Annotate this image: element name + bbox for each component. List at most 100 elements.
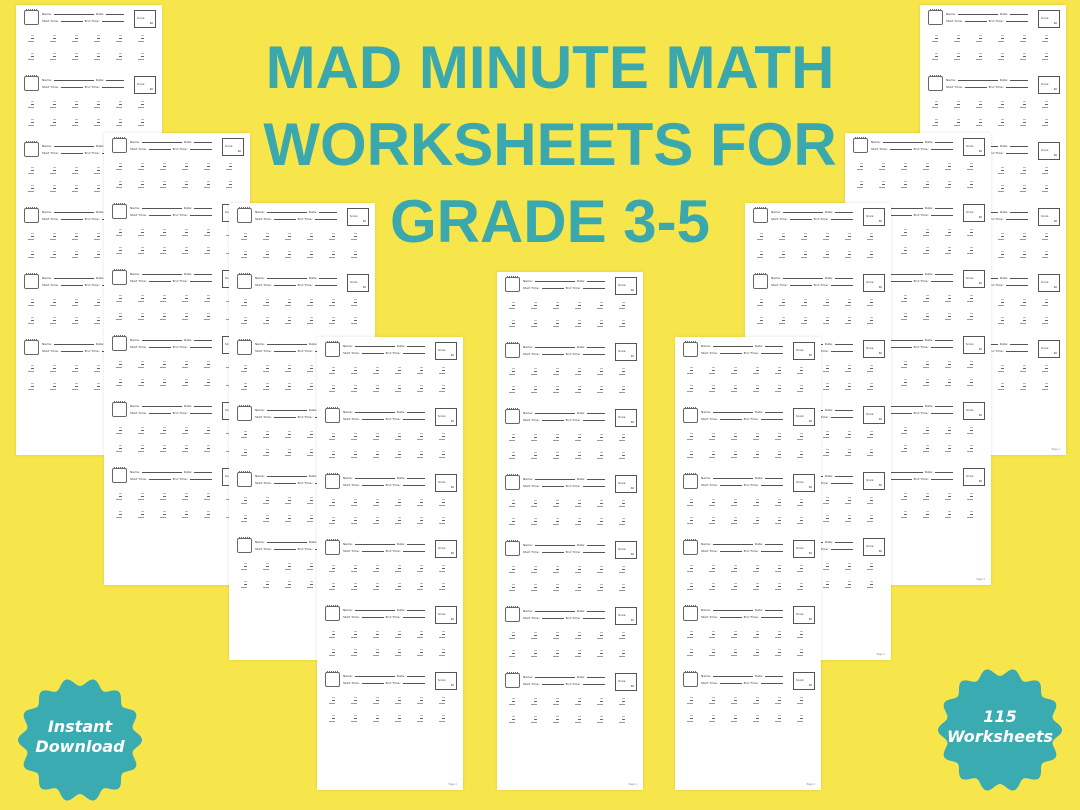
score-total: 60	[450, 618, 454, 621]
math-problem	[753, 499, 759, 506]
math-problem	[160, 445, 166, 452]
math-problem	[417, 433, 423, 440]
math-problem	[509, 632, 515, 639]
badge-text-line-2: Download	[35, 737, 125, 756]
math-problem	[575, 452, 581, 459]
end-time-label: End Time:	[988, 283, 1004, 287]
math-problem	[553, 386, 559, 393]
start-time-label: Start Time:	[523, 286, 540, 290]
worksheet-section: Name: Date: Start Time: End Time: Score:60	[497, 668, 643, 734]
math-problem	[204, 181, 210, 188]
math-problem	[619, 716, 625, 723]
math-problem	[439, 565, 445, 572]
math-problem	[967, 511, 973, 518]
math-problem	[395, 517, 401, 524]
math-problem	[797, 367, 803, 374]
math-problem	[395, 697, 401, 704]
math-problem	[709, 433, 715, 440]
score-total: 60	[630, 619, 634, 622]
math-problem	[439, 631, 445, 638]
math-problem	[823, 563, 829, 570]
math-problem	[923, 313, 929, 320]
math-problem	[1020, 299, 1026, 306]
math-problem	[329, 367, 335, 374]
math-problem	[417, 517, 423, 524]
end-time-label: End Time:	[385, 615, 401, 619]
score-total: 60	[1053, 220, 1057, 223]
instant-download-badge: Instant Download	[15, 675, 145, 805]
score-label: Score:	[618, 614, 627, 617]
score-box: Score:60	[963, 402, 985, 420]
math-problem	[351, 499, 357, 506]
timer-icon	[505, 474, 520, 490]
name-label: Name:	[130, 338, 140, 342]
math-problem	[138, 313, 144, 320]
page-footer: Page 1	[976, 578, 985, 581]
page-footer: Page 1	[628, 783, 637, 786]
math-problem	[329, 583, 335, 590]
math-problem	[797, 499, 803, 506]
date-label: Date:	[183, 206, 193, 210]
start-time-label: Start Time:	[701, 615, 718, 619]
end-time-label: End Time:	[565, 484, 581, 488]
date-label: Date:	[396, 608, 406, 612]
math-problem	[226, 163, 232, 170]
start-time-label: Start Time:	[42, 217, 59, 221]
math-problem	[753, 367, 759, 374]
math-problem	[263, 563, 269, 570]
math-problem	[116, 295, 122, 302]
math-problem	[901, 511, 907, 518]
name-label: Name:	[701, 410, 711, 414]
date-label: Date:	[924, 140, 934, 144]
worksheet-section: Name: Date: Start Time: End Time: Score:60	[317, 535, 463, 601]
math-problem	[945, 247, 951, 254]
math-problem	[160, 511, 166, 518]
date-label: Date:	[999, 78, 1009, 82]
score-label: Score:	[866, 479, 875, 482]
math-problem	[998, 365, 1004, 372]
math-problem	[597, 452, 603, 459]
score-total: 60	[362, 286, 366, 289]
math-problem	[597, 584, 603, 591]
score-label: Score:	[225, 145, 234, 148]
math-problem	[439, 451, 445, 458]
name-label: Name:	[343, 410, 353, 414]
score-total: 60	[362, 220, 366, 223]
score-box: Score:60	[793, 672, 815, 690]
score-box: Score:60	[615, 475, 637, 493]
end-time-label: End Time:	[743, 417, 759, 421]
score-box: Score:60	[793, 540, 815, 558]
math-problem	[116, 511, 122, 518]
math-problem	[797, 451, 803, 458]
score-label: Score:	[866, 347, 875, 350]
start-time-label: Start Time:	[771, 283, 788, 287]
math-problem	[775, 697, 781, 704]
end-time-label: End Time:	[385, 549, 401, 553]
math-problem	[879, 163, 885, 170]
end-time-label: End Time:	[84, 85, 100, 89]
math-problem	[263, 365, 269, 372]
math-problem	[976, 53, 982, 60]
scalloped-badge-shape	[938, 669, 1062, 791]
score-total: 60	[1053, 88, 1057, 91]
name-label: Name:	[255, 342, 265, 346]
math-problem	[823, 581, 829, 588]
worksheet-section: Name: Date: Start Time: End Time: Score:60	[317, 469, 463, 535]
math-problem	[823, 431, 829, 438]
math-problem	[923, 379, 929, 386]
math-problem	[226, 181, 232, 188]
end-time-label: End Time:	[385, 681, 401, 685]
start-time-label: Start Time:	[701, 681, 718, 685]
math-problem	[373, 367, 379, 374]
math-problem	[241, 497, 247, 504]
score-label: Score:	[796, 547, 805, 550]
math-problem	[775, 433, 781, 440]
timer-icon	[853, 137, 868, 153]
math-problem	[138, 493, 144, 500]
math-problem	[160, 379, 166, 386]
math-problem	[945, 379, 951, 386]
math-problem	[1042, 233, 1048, 240]
math-problem	[72, 185, 78, 192]
math-problem	[954, 101, 960, 108]
math-problem	[998, 53, 1004, 60]
